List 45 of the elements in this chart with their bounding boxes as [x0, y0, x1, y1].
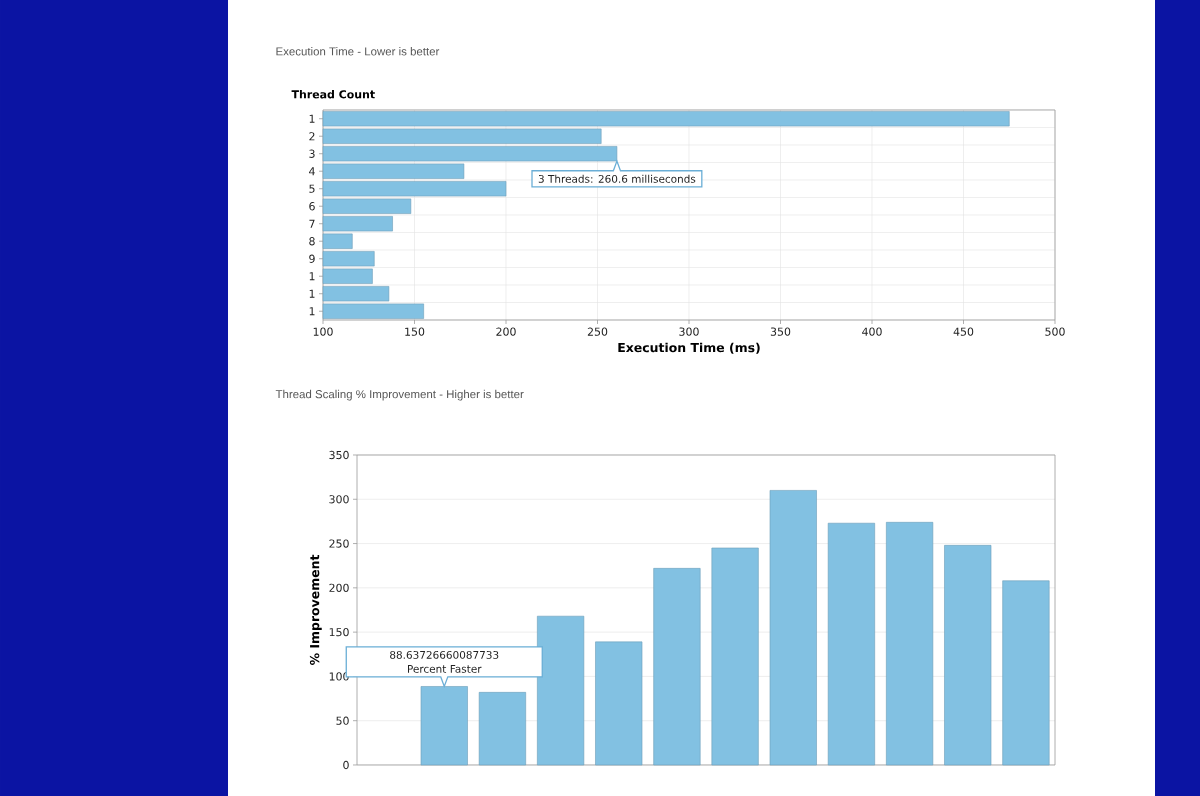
y-tick-label: 350: [329, 450, 349, 460]
x-axis-title: Execution Time (ms): [618, 342, 760, 354]
annotation: 88.63726660087733 Percent Faster: [390, 650, 499, 673]
bar: [827, 522, 875, 766]
y-tick-label: 4: [309, 167, 315, 176]
y-tick-label: 9: [309, 254, 315, 263]
x-tick-label: 450: [953, 327, 974, 336]
x-tick-label: 200: [496, 327, 516, 336]
x-tick-label: 500: [1045, 327, 1065, 336]
y-tick-label: 3: [309, 149, 315, 158]
y-axis-title: Thread Count: [291, 89, 375, 99]
annotation: 3 Threads: 260.6 milliseconds: [538, 174, 696, 183]
bar: [711, 547, 759, 766]
bar: [944, 545, 992, 766]
y-tick-label: 1: [309, 307, 315, 316]
y-axis-title: % Improvement: [309, 554, 322, 665]
x-tick-label: 300: [679, 327, 699, 336]
x-tick-label: 400: [862, 327, 882, 336]
y-tick-label: 1: [309, 114, 315, 123]
y-tick-label: 150: [329, 627, 349, 637]
bar: [653, 568, 701, 766]
chart-title: Execution Time - Lower is better: [276, 47, 440, 56]
x-tick-label: 150: [405, 327, 425, 336]
y-tick-label: 50: [336, 716, 349, 725]
y-tick-label: 7: [309, 219, 315, 228]
x-tick-label: 350: [770, 327, 791, 336]
y-tick-label: 200: [329, 583, 349, 592]
bar: [769, 490, 817, 766]
y-tick-label: 5: [309, 184, 315, 193]
y-tick-label: 250: [329, 539, 349, 548]
chart-title: Thread Scaling % Improvement - Higher is better: [275, 389, 524, 401]
bar: [478, 692, 526, 766]
x-tick-label: 250: [587, 327, 608, 336]
y-tick-label: 1: [309, 272, 315, 281]
y-tick-label: 1: [309, 289, 315, 298]
y-tick-label: 2: [309, 132, 315, 141]
bar: [886, 522, 934, 766]
y-tick-label: 0: [343, 760, 349, 770]
y-tick-label: 6: [309, 202, 315, 211]
y-tick-label: 8: [309, 237, 315, 246]
y-tick-label: 300: [329, 495, 349, 504]
bar: [1002, 580, 1050, 766]
bar: [537, 615, 585, 766]
bar: [595, 641, 643, 766]
bar: [420, 686, 468, 766]
